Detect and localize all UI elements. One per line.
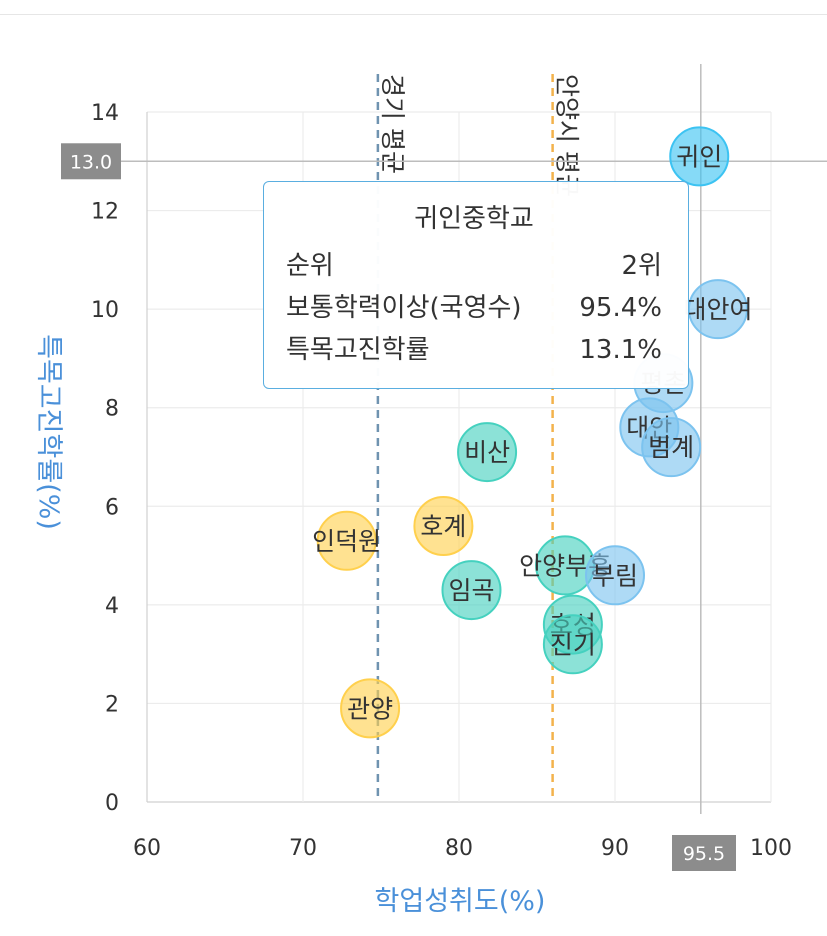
crosshair-y-tag xyxy=(61,143,121,180)
y-axis-title: 특목고진학률(%) xyxy=(33,334,64,530)
bubble[interactable] xyxy=(641,417,702,478)
point-7[interactable]: 인덕원 xyxy=(312,510,381,571)
point-0[interactable]: 귀인 xyxy=(669,126,730,187)
tooltip: 귀인중학교 순위 2위 보통학력이상(국영수) 95.4% 특목고진학률 13.… xyxy=(263,181,689,389)
point-4[interactable]: 범계 xyxy=(641,417,702,478)
tooltip-key-rank: 순위 xyxy=(286,251,334,281)
tooltip-row-rank: 순위 2위 xyxy=(286,245,662,287)
reference-line-label: 경기 평균 xyxy=(378,74,407,174)
tooltip-row-achievement: 보통학력이상(국영수) 95.4% xyxy=(286,287,662,329)
bubble-label: 관양 xyxy=(347,694,393,723)
point-10[interactable]: 임곡 xyxy=(441,560,502,621)
x-tick-label: 70 xyxy=(289,836,317,861)
y-tick-label: 14 xyxy=(91,101,119,126)
crosshair-y-value: 13.0 xyxy=(70,151,112,173)
crosshair-x-tag xyxy=(672,835,736,871)
bubble[interactable] xyxy=(316,510,377,571)
bubble[interactable] xyxy=(413,496,474,556)
y-tick-label: 8 xyxy=(105,397,119,422)
tooltip-title: 귀인중학교 xyxy=(414,204,534,234)
x-tick-label: 90 xyxy=(601,836,629,861)
tooltip-row-admission: 특목고진학률 13.1% xyxy=(286,329,662,371)
y-tick-label: 12 xyxy=(91,200,119,225)
tooltip-key-admission: 특목고진학률 xyxy=(286,335,430,365)
bubble-label: 임곡 xyxy=(448,576,494,605)
bubble[interactable] xyxy=(441,560,502,621)
point-5[interactable]: 비산 xyxy=(457,422,518,483)
x-tick-label: 60 xyxy=(133,836,161,861)
bubble-label: 대안여 xyxy=(683,295,752,324)
crosshair-tags: 13.0 95.5 xyxy=(61,143,736,871)
y-tick-label: 10 xyxy=(91,298,119,323)
point-9[interactable]: 부림 xyxy=(585,545,645,606)
bubble-label: 진기 xyxy=(550,630,596,659)
tooltip-value-admission: 13.1% xyxy=(579,335,662,365)
x-tick-label: 80 xyxy=(445,836,473,861)
bubble[interactable] xyxy=(669,126,730,187)
tooltip-key-achievement: 보통학력이상(국영수) xyxy=(286,293,522,323)
point-12[interactable]: 진기 xyxy=(542,614,603,675)
bubble[interactable] xyxy=(340,678,401,739)
bubble[interactable] xyxy=(457,422,518,483)
y-tick-label: 0 xyxy=(105,791,119,816)
x-axis-title: 학업성취도(%) xyxy=(375,886,546,917)
y-tick-label: 6 xyxy=(105,495,119,520)
bubble[interactable] xyxy=(585,545,645,606)
bubble[interactable] xyxy=(542,614,603,675)
reference-line-label: 안양시 평균 xyxy=(553,74,582,197)
bubble-label: 비산 xyxy=(464,438,510,467)
y-tick-label: 4 xyxy=(105,594,119,619)
x-tick-label: 100 xyxy=(750,836,792,861)
bubble-label: 호계 xyxy=(420,512,466,541)
x-axis-ticks: 60 70 80 90 100 xyxy=(133,836,792,861)
point-1[interactable]: 대안여 xyxy=(683,279,752,340)
tooltip-value-achievement: 95.4% xyxy=(579,293,662,323)
point-6[interactable]: 호계 xyxy=(413,496,474,556)
bubble-label: 부림 xyxy=(592,561,638,590)
crosshair-x-value: 95.5 xyxy=(683,843,725,865)
y-tick-label: 2 xyxy=(105,692,119,717)
bubble-label: 귀인 xyxy=(676,142,722,171)
bubble-label: 범계 xyxy=(648,433,694,462)
y-axis-ticks: 0 2 4 6 8 10 12 14 xyxy=(91,101,119,816)
point-13[interactable]: 관양 xyxy=(340,678,401,739)
bubble-label: 인덕원 xyxy=(312,527,381,556)
tooltip-value-rank: 2위 xyxy=(621,251,662,281)
top-divider xyxy=(0,14,827,15)
